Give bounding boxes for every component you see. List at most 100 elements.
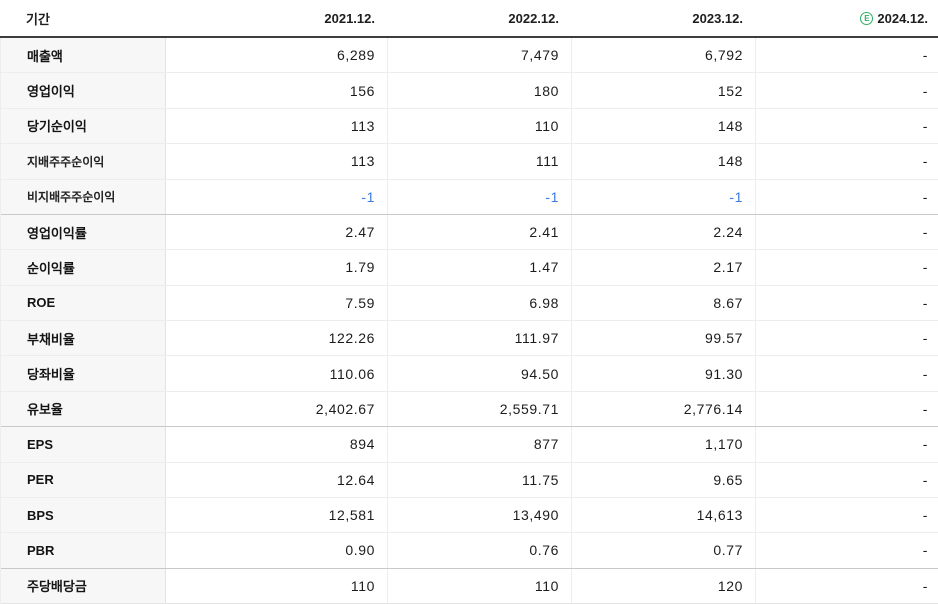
- row-label: EPS: [1, 427, 166, 462]
- cell-value: 13,490: [388, 497, 572, 533]
- table-row: PBR 0.90 0.76 0.77-: [1, 533, 938, 569]
- row-label: 비지배주주순이익: [1, 179, 166, 214]
- cell-value: 180: [388, 73, 572, 108]
- cell-value: -: [756, 498, 938, 532]
- table-row: 당좌비율 110.06 94.50 91.30-: [1, 356, 938, 392]
- column-header-label: 2023.12.: [692, 10, 743, 26]
- cell-value: -: [756, 533, 938, 567]
- cell-value: 7,479: [388, 38, 572, 73]
- cell-value: 111.97: [388, 321, 572, 356]
- table-row: 순이익률 1.79 1.47 2.17-: [1, 250, 938, 286]
- cell-value: 156: [166, 73, 388, 108]
- cell-value: 11.75: [388, 462, 572, 497]
- cell-value: 2,559.71: [388, 391, 572, 427]
- cell-value: -1: [166, 179, 388, 214]
- table-row: 비지배주주순이익 -1 -1 -1-: [1, 179, 938, 215]
- cell-value: 2.17: [572, 250, 756, 285]
- cell-value: 2.24: [572, 214, 756, 250]
- table-header-row: 기간 2021.12. 2022.12. 2023.12. E 2024.12.: [0, 0, 938, 38]
- cell-value: 877: [388, 427, 572, 462]
- cell-value: 6,289: [166, 38, 388, 73]
- cell-value: 110: [166, 568, 388, 603]
- cell-value: -1: [388, 179, 572, 214]
- cell-value: 12,581: [166, 497, 388, 533]
- cell-value: 120: [572, 568, 756, 603]
- cell-value: 110: [388, 568, 572, 603]
- table-row: BPS 12,581 13,490 14,613-: [1, 497, 938, 534]
- row-label: BPS: [1, 497, 166, 533]
- cell-value: -: [756, 109, 938, 143]
- column-header-label: 2022.12.: [508, 10, 559, 26]
- cell-value: 0.77: [572, 533, 756, 568]
- cell-value: 122.26: [166, 321, 388, 356]
- cell-value: -: [756, 356, 938, 390]
- cell-value: -: [756, 215, 938, 249]
- cell-value: 9.65: [572, 462, 756, 497]
- cell-value: -: [756, 427, 938, 461]
- table-row: 당기순이익 113 110 148-: [1, 108, 938, 145]
- cell-value: 99.57: [572, 321, 756, 356]
- row-label: ROE: [1, 285, 166, 320]
- cell-value: 94.50: [388, 356, 572, 391]
- cell-value: 1.47: [388, 250, 572, 285]
- cell-value: 2,402.67: [166, 391, 388, 427]
- table-row: 영업이익률 2.47 2.41 2.24-: [1, 214, 938, 251]
- table-row: EPS 894 877 1,170-: [1, 427, 938, 463]
- cell-value: 894: [166, 427, 388, 462]
- row-label: 영업이익률: [1, 214, 166, 250]
- cell-value: 14,613: [572, 497, 756, 533]
- row-label: 부채비율: [1, 321, 166, 356]
- row-label: 유보율: [1, 391, 166, 427]
- column-header-label: 2021.12.: [324, 10, 375, 26]
- column-header-202412: E 2024.12.: [755, 0, 938, 36]
- cell-value: -: [756, 569, 938, 603]
- cell-value: 110: [388, 108, 572, 144]
- cell-value: -: [756, 144, 938, 178]
- table-body: 매출액 6,289 7,479 6,792- 영업이익 156 180 152- 당기순이익 11…: [0, 38, 938, 604]
- cell-value: -: [756, 286, 938, 320]
- column-header-period: 기간: [26, 11, 50, 27]
- table-row: PER 12.64 11.75 9.65-: [1, 462, 938, 498]
- row-label: 순이익률: [1, 250, 166, 285]
- row-label: PBR: [1, 533, 166, 568]
- cell-value: 1.79: [166, 250, 388, 285]
- cell-value: -: [756, 38, 938, 72]
- estimate-badge-icon: E: [860, 11, 874, 25]
- table-row: 유보율 2,402.67 2,559.71 2,776.14-: [1, 391, 938, 428]
- row-label: 주당배당금: [1, 568, 166, 603]
- row-label: 지배주주순이익: [1, 144, 166, 179]
- cell-value: -: [756, 250, 938, 284]
- cell-value: 0.90: [166, 533, 388, 568]
- cell-value: 148: [572, 144, 756, 179]
- cell-value: 6.98: [388, 285, 572, 320]
- cell-value: 113: [166, 108, 388, 144]
- table-row: 지배주주순이익 113 111 148-: [1, 144, 938, 180]
- row-label: 당좌비율: [1, 356, 166, 391]
- column-header-202112: 2021.12.: [165, 0, 387, 36]
- table-row: 부채비율 122.26 111.97 99.57-: [1, 321, 938, 357]
- table-row: 영업이익 156 180 152-: [1, 73, 938, 109]
- cell-value: 7.59: [166, 285, 388, 320]
- cell-value: -: [756, 321, 938, 355]
- cell-value: -: [756, 180, 938, 214]
- cell-value: 12.64: [166, 462, 388, 497]
- cell-value: 2,776.14: [572, 391, 756, 427]
- cell-value: 148: [572, 108, 756, 144]
- cell-value: 2.41: [388, 214, 572, 250]
- row-label: 영업이익: [1, 73, 166, 108]
- row-label: 당기순이익: [1, 108, 166, 144]
- cell-value: 6,792: [572, 38, 756, 73]
- cell-value: 2.47: [166, 214, 388, 250]
- cell-value: -: [756, 392, 938, 426]
- cell-value: 91.30: [572, 356, 756, 391]
- cell-value: 110.06: [166, 356, 388, 391]
- cell-value: -: [756, 463, 938, 497]
- table-row: 매출액 6,289 7,479 6,792-: [1, 38, 938, 74]
- cell-value: 113: [166, 144, 388, 179]
- cell-value: 1,170: [572, 427, 756, 462]
- cell-value: 8.67: [572, 285, 756, 320]
- cell-value: 152: [572, 73, 756, 108]
- cell-value: -: [756, 73, 938, 107]
- cell-value: 111: [388, 144, 572, 179]
